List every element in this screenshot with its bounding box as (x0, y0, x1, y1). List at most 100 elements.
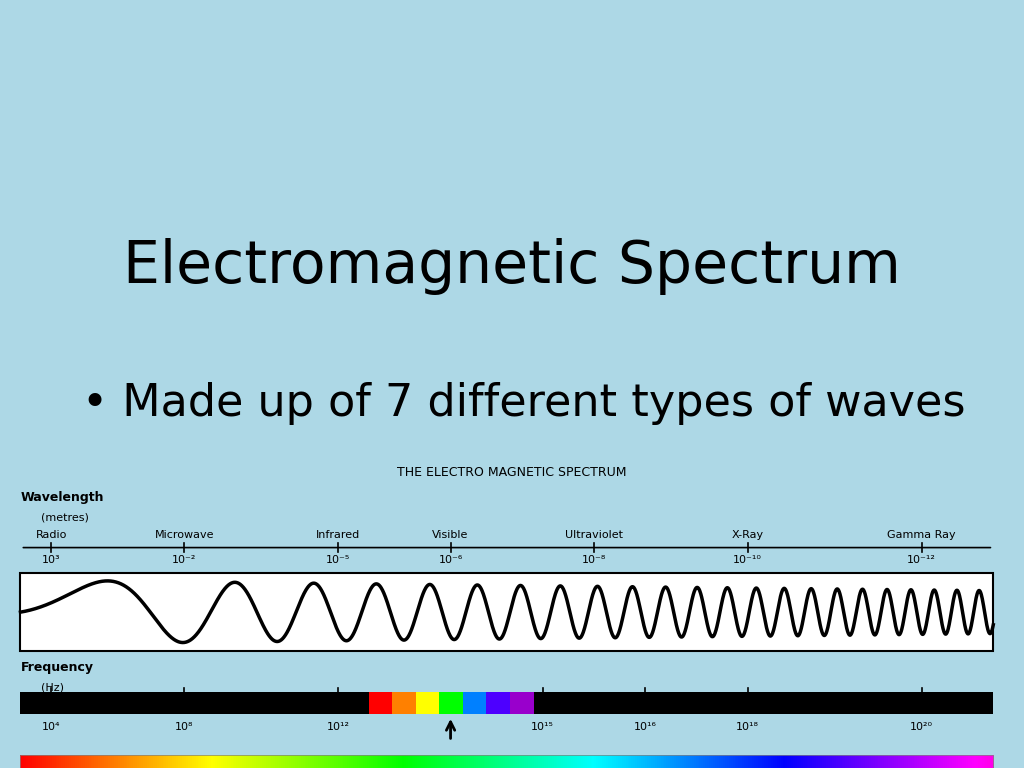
Bar (391, 693, 392, 714)
Bar (367, 756, 370, 768)
Bar (301, 756, 303, 768)
Bar (427, 756, 430, 768)
Bar (719, 756, 722, 768)
Bar (411, 693, 413, 714)
Bar (779, 756, 782, 768)
Bar (271, 756, 274, 768)
Bar (929, 756, 932, 768)
Bar (353, 756, 356, 768)
Bar (797, 756, 800, 768)
Bar (513, 693, 515, 714)
Bar (482, 693, 484, 714)
Bar (615, 756, 618, 768)
Bar (987, 756, 990, 768)
Bar (552, 756, 555, 768)
Bar (913, 756, 916, 768)
Bar (182, 756, 185, 768)
Bar (20, 756, 24, 768)
Bar (460, 756, 463, 768)
Bar (455, 693, 457, 714)
Bar (289, 756, 292, 768)
Bar (803, 756, 806, 768)
Bar (851, 756, 854, 768)
Bar (252, 756, 255, 768)
Bar (412, 756, 415, 768)
Bar (754, 756, 757, 768)
Bar (706, 756, 709, 768)
Bar (260, 756, 263, 768)
Text: Frequency: Frequency (20, 661, 93, 674)
Bar (885, 756, 887, 768)
Bar (651, 756, 654, 768)
Bar (490, 693, 493, 714)
Bar (468, 693, 470, 714)
Bar (404, 693, 407, 714)
Bar (426, 693, 428, 714)
Bar (544, 756, 547, 768)
Bar (205, 756, 208, 768)
Bar (79, 756, 82, 768)
Bar (435, 756, 438, 768)
Bar (693, 756, 696, 768)
Bar (89, 756, 91, 768)
Bar (497, 693, 499, 714)
Bar (678, 756, 681, 768)
Bar (456, 693, 458, 714)
Bar (304, 756, 307, 768)
Bar (874, 756, 878, 768)
Bar (476, 756, 479, 768)
Bar (390, 693, 392, 714)
Bar (604, 756, 607, 768)
Bar (23, 756, 26, 768)
Bar (273, 756, 276, 768)
Bar (485, 756, 488, 768)
Bar (373, 693, 375, 714)
Bar (316, 756, 319, 768)
Bar (773, 756, 776, 768)
Bar (34, 756, 37, 768)
Bar (332, 756, 335, 768)
Bar (680, 756, 683, 768)
Bar (395, 693, 397, 714)
Bar (412, 693, 413, 714)
Bar (419, 693, 421, 714)
Bar (98, 756, 101, 768)
Text: 10¹⁵: 10¹⁵ (531, 723, 554, 733)
Bar (374, 693, 376, 714)
Bar (483, 756, 486, 768)
Bar (606, 756, 609, 768)
Bar (512, 693, 514, 714)
Bar (423, 756, 426, 768)
Bar (396, 693, 398, 714)
Bar (509, 756, 512, 768)
Bar (589, 756, 592, 768)
Bar (886, 756, 889, 768)
Bar (237, 756, 240, 768)
Bar (807, 756, 810, 768)
Bar (725, 756, 728, 768)
Bar (20, 693, 993, 714)
Bar (412, 693, 414, 714)
Bar (614, 756, 616, 768)
Bar (474, 693, 476, 714)
Bar (963, 756, 965, 768)
Bar (387, 693, 389, 714)
Bar (787, 756, 791, 768)
Bar (529, 693, 531, 714)
Bar (591, 756, 594, 768)
Bar (505, 756, 508, 768)
Bar (489, 693, 490, 714)
Bar (211, 756, 214, 768)
Bar (371, 693, 373, 714)
Bar (466, 756, 469, 768)
Bar (853, 756, 856, 768)
Bar (468, 756, 471, 768)
Bar (224, 756, 227, 768)
Bar (63, 756, 67, 768)
Bar (530, 756, 534, 768)
Bar (377, 756, 380, 768)
Bar (501, 756, 504, 768)
Bar (434, 693, 436, 714)
Bar (486, 693, 488, 714)
Bar (514, 693, 516, 714)
